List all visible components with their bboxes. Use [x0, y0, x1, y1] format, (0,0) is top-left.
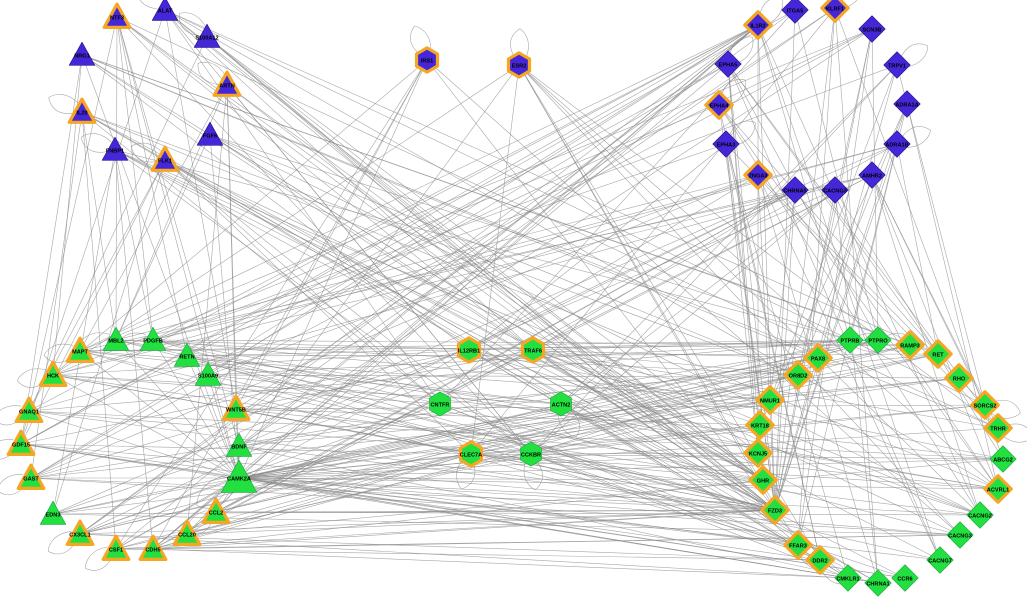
- svg-text:CCKBR: CCKBR: [521, 452, 541, 458]
- svg-text:CACNG3: CACNG3: [823, 188, 847, 194]
- svg-text:CX3CL1: CX3CL1: [69, 532, 90, 538]
- svg-text:NRG1: NRG1: [74, 53, 90, 59]
- svg-text:EPHA5: EPHA5: [719, 62, 738, 68]
- svg-text:IRS1: IRS1: [421, 58, 433, 64]
- svg-text:CACNG2: CACNG2: [968, 513, 992, 519]
- svg-text:IL12RB1: IL12RB1: [458, 348, 480, 354]
- svg-text:CLEC7A: CLEC7A: [460, 452, 482, 458]
- svg-text:KCNJ5: KCNJ5: [749, 451, 767, 457]
- svg-text:CACNG3: CACNG3: [948, 533, 972, 539]
- svg-text:CACNG7: CACNG7: [928, 558, 952, 564]
- svg-text:TRHR: TRHR: [990, 426, 1006, 432]
- svg-text:GDF15: GDF15: [12, 442, 30, 448]
- svg-text:TRAF6: TRAF6: [524, 348, 542, 354]
- svg-text:PAX8: PAX8: [811, 356, 825, 362]
- svg-text:RETN: RETN: [179, 354, 194, 360]
- svg-text:ADRA1A: ADRA1A: [895, 102, 918, 108]
- svg-text:EDN3: EDN3: [46, 512, 61, 518]
- svg-text:IL20: IL20: [76, 110, 87, 116]
- svg-text:NTF3: NTF3: [110, 15, 124, 21]
- svg-text:ADRA1B: ADRA1B: [885, 142, 908, 148]
- svg-text:MAPT: MAPT: [72, 349, 88, 355]
- svg-text:HCK: HCK: [47, 373, 59, 379]
- svg-text:ITGA5: ITGA5: [787, 8, 803, 14]
- svg-text:CCR6: CCR6: [897, 576, 912, 582]
- svg-text:CAMK2A: CAMK2A: [227, 476, 251, 482]
- svg-text:FLK1: FLK1: [158, 158, 172, 164]
- svg-text:ZNGA3: ZNGA3: [749, 173, 768, 179]
- svg-text:IL1R2: IL1R2: [750, 23, 765, 29]
- svg-text:PTPRO: PTPRO: [868, 338, 888, 344]
- svg-text:GNAQ1: GNAQ1: [19, 409, 39, 415]
- svg-text:S100A12: S100A12: [195, 35, 218, 41]
- svg-text:EPHA4: EPHA4: [710, 103, 730, 109]
- svg-text:BDNF: BDNF: [231, 444, 247, 450]
- svg-text:FZD3: FZD3: [768, 508, 782, 514]
- svg-text:CDH5: CDH5: [145, 547, 160, 553]
- svg-text:SORCS2: SORCS2: [973, 403, 996, 409]
- svg-text:CCL2: CCL2: [209, 510, 224, 516]
- svg-text:OR8D2: OR8D2: [789, 373, 808, 379]
- svg-text:FGF6: FGF6: [203, 133, 217, 139]
- svg-text:EPHA3: EPHA3: [717, 142, 736, 148]
- svg-text:RHO: RHO: [953, 376, 966, 382]
- svg-text:CHRNA1: CHRNA1: [866, 581, 889, 587]
- svg-text:SCN3B: SCN3B: [863, 27, 882, 33]
- svg-text:ABCG2: ABCG2: [993, 457, 1013, 463]
- svg-text:DDR2: DDR2: [812, 558, 827, 564]
- svg-text:TRPV1: TRPV1: [888, 63, 906, 69]
- svg-text:CSF1: CSF1: [109, 547, 123, 553]
- svg-text:WNT5B: WNT5B: [226, 407, 246, 413]
- svg-text:ESR2: ESR2: [512, 63, 527, 69]
- svg-text:PDGFB: PDGFB: [143, 338, 163, 344]
- svg-text:KLRF1: KLRF1: [826, 6, 844, 12]
- svg-text:S100A9: S100A9: [198, 373, 218, 379]
- svg-text:RET: RET: [932, 352, 944, 358]
- svg-text:CNTFR: CNTFR: [431, 402, 450, 408]
- svg-text:CCL20: CCL20: [178, 532, 196, 538]
- svg-text:ACTN2: ACTN2: [552, 402, 571, 408]
- svg-text:ARTN: ARTN: [219, 83, 235, 89]
- svg-text:NMUR1: NMUR1: [760, 398, 780, 404]
- svg-text:ACVRL1: ACVRL1: [987, 487, 1009, 493]
- svg-text:MBL2: MBL2: [108, 338, 123, 344]
- svg-text:AMHR2: AMHR2: [862, 173, 882, 179]
- svg-text:CHRNA5: CHRNA5: [783, 188, 806, 194]
- svg-text:CMKLR1: CMKLR1: [836, 576, 859, 582]
- svg-text:ALAT: ALAT: [158, 8, 173, 14]
- svg-text:PTPRB: PTPRB: [841, 338, 860, 344]
- svg-text:KRT18: KRT18: [751, 423, 769, 429]
- svg-text:RAMP3: RAMP3: [900, 343, 920, 349]
- svg-text:GHR: GHR: [757, 478, 769, 484]
- svg-text:FNBP1: FNBP1: [106, 148, 124, 154]
- svg-text:GAST: GAST: [23, 476, 39, 482]
- svg-text:FFAR3: FFAR3: [789, 543, 807, 549]
